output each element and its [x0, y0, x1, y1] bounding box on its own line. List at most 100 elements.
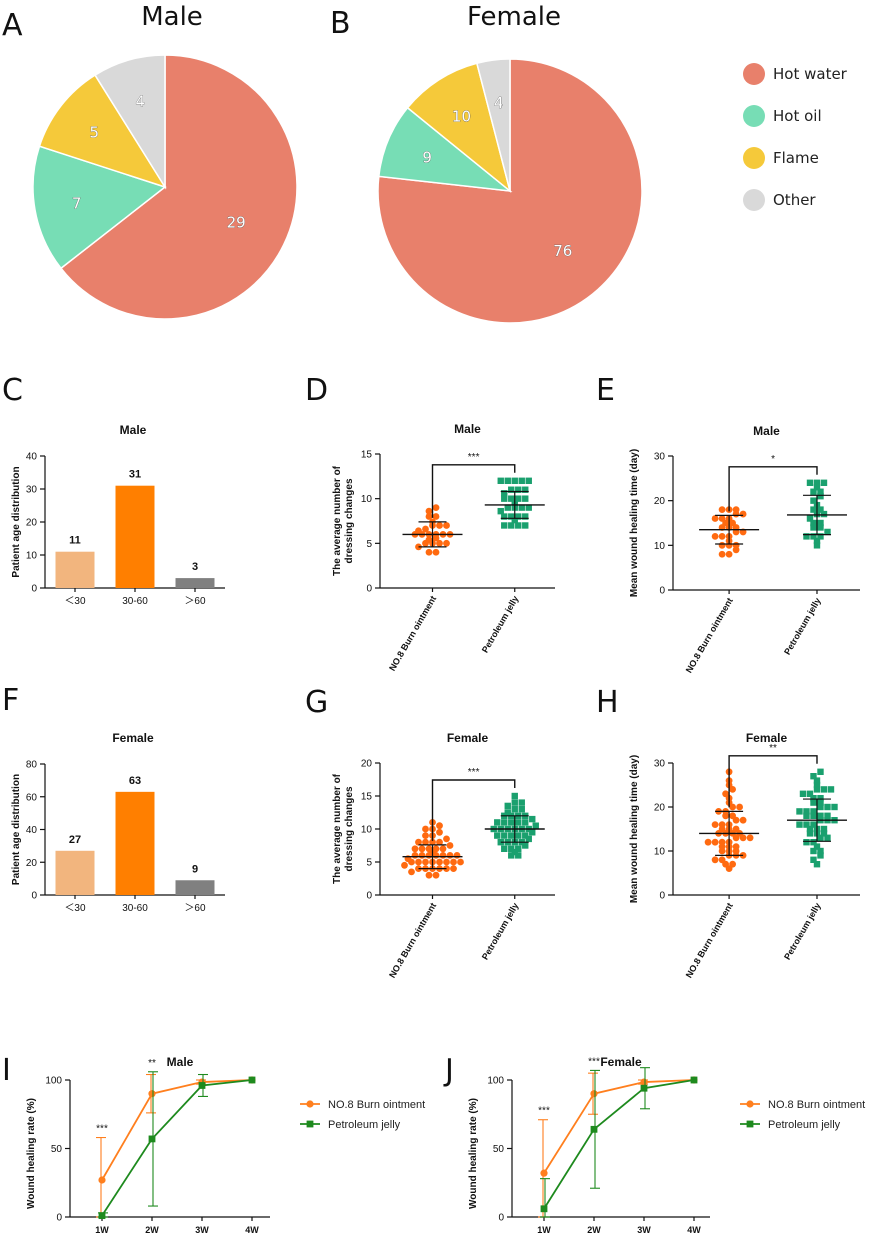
y-axis-label-line: dressing changes [344, 478, 355, 563]
data-point [518, 806, 525, 813]
legend-marker [746, 1100, 754, 1108]
pie-chart-female: Female 76 9 10 4 [377, 2, 643, 324]
y-tick-label: 0 [31, 584, 37, 595]
pie-chart-male: Male 29 7 5 4 [32, 2, 298, 320]
series-line-petroleum-jelly [543, 1079, 695, 1210]
panel-letter-i: I [2, 1053, 11, 1088]
y-axis-label: Patient age distribution [11, 774, 22, 885]
x-tick-label: 3W [637, 1225, 651, 1235]
y-tick-label: 20 [26, 858, 38, 869]
data-point [511, 848, 518, 856]
significance-label: ** [148, 1058, 156, 1069]
y-tick-label: 40 [26, 452, 38, 463]
data-point [418, 845, 426, 853]
legend-marker [306, 1120, 314, 1128]
legend-label: Flame [773, 149, 819, 167]
y-axis-label-line: dressing changes [344, 786, 355, 871]
x-tick-label: ＞60 [184, 596, 206, 607]
y-axis-label: Mean wound healing time (day) [629, 755, 640, 903]
data-point [432, 852, 440, 859]
data-point [739, 816, 747, 824]
data-point [817, 768, 824, 775]
data-point [532, 822, 539, 829]
pie-slice-label: 10 [452, 107, 471, 125]
data-point [501, 832, 508, 839]
data-point [746, 834, 754, 842]
data-point [515, 819, 522, 826]
significance-label: *** [468, 452, 480, 463]
bar-data-label: 11 [69, 535, 81, 547]
data-point [497, 477, 504, 484]
data-point [450, 858, 457, 866]
data-point [415, 858, 422, 866]
data-point [810, 533, 817, 540]
legend-label: NO.8 Burn ointment [768, 1099, 865, 1111]
y-tick-label: 0 [498, 1213, 504, 1224]
y-tick-label: 60 [26, 792, 38, 803]
legend-label: Hot oil [773, 107, 822, 125]
data-point [831, 803, 838, 811]
data-point [515, 832, 522, 839]
legend-label: Other [773, 191, 816, 209]
data-point [803, 812, 810, 819]
data-point [806, 515, 814, 522]
pie-slice-label: 4 [494, 94, 504, 112]
data-point [820, 510, 828, 518]
data-point [522, 832, 529, 839]
data-point [515, 852, 522, 859]
y-tick-label: 50 [51, 1144, 63, 1155]
data-point [422, 539, 429, 547]
pie-slice-other [94, 54, 166, 190]
data-point [494, 819, 501, 826]
chart-title: Female [746, 731, 788, 745]
y-tick-label: 5 [366, 539, 372, 550]
data-point [820, 825, 828, 833]
pie-slice-label: 9 [422, 148, 432, 166]
significance-label: *** [96, 1124, 108, 1135]
data-point [504, 802, 511, 810]
bar-chart-c: Male Patient age distribution 0 10 20 30 40 11 ＜… [11, 423, 225, 607]
data-point [436, 822, 443, 830]
data-point [429, 838, 436, 846]
data-point [810, 821, 817, 828]
data-point [422, 838, 429, 846]
data-point [817, 852, 824, 859]
data-point [508, 513, 515, 520]
x-tick-label: ＜30 [64, 903, 86, 914]
significance-label: * [771, 454, 775, 465]
data-point [711, 838, 719, 846]
y-axis-label: Wound healing rate (%) [468, 1098, 479, 1209]
data-point [504, 477, 511, 484]
bar-0 [55, 850, 95, 895]
data-point [739, 510, 747, 518]
data-point [729, 803, 736, 811]
data-point [508, 852, 515, 859]
data-point [810, 497, 817, 504]
data-point [813, 542, 821, 549]
pie-slice-label: 5 [89, 124, 99, 142]
data-point [504, 504, 511, 511]
data-point [803, 533, 810, 540]
data-point [425, 513, 433, 520]
y-tick-label: 30 [654, 759, 666, 770]
data-point [511, 792, 518, 800]
data-point [511, 516, 518, 524]
bar-data-label: 31 [129, 469, 141, 481]
bar-data-label: 9 [192, 863, 198, 875]
data-point [718, 847, 726, 855]
y-axis-label-line: The average number of [332, 465, 343, 576]
data-point [511, 806, 518, 813]
y-tick-label: 5 [366, 858, 372, 869]
data-point [98, 1212, 106, 1220]
y-axis-label: Mean wound healing time (day) [629, 449, 640, 597]
pie-slice-label: 76 [553, 242, 572, 260]
data-point [515, 513, 522, 520]
data-point [590, 1090, 598, 1098]
data-point [522, 819, 529, 826]
x-tick-label: 30-60 [122, 903, 148, 914]
y-tick-label: 0 [366, 584, 372, 595]
data-point [817, 533, 824, 540]
data-point [803, 839, 810, 846]
data-point [515, 522, 522, 529]
data-point [408, 858, 415, 866]
